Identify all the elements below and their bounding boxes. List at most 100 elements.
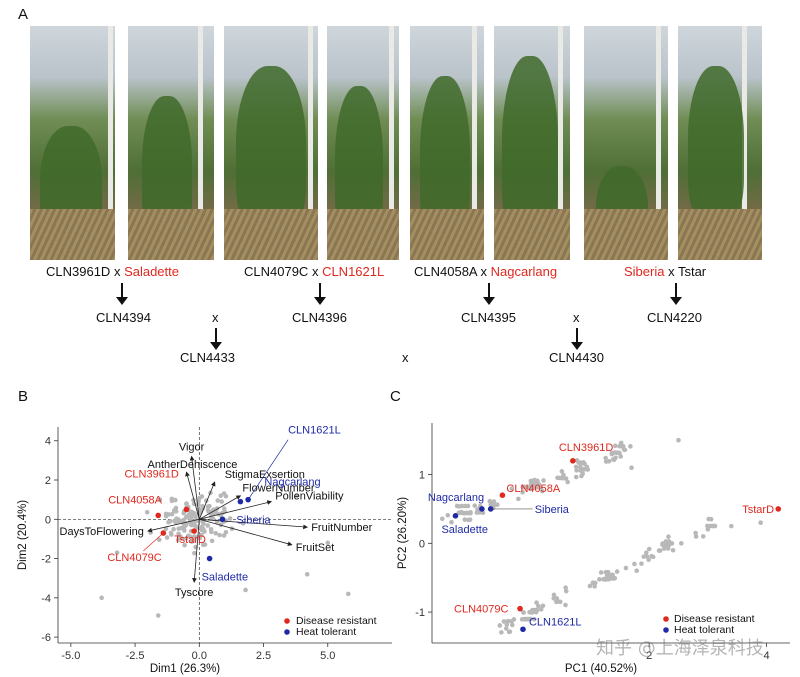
data-point (574, 468, 579, 473)
data-point (650, 554, 656, 560)
data-point (530, 609, 536, 615)
genotype-label: Siberia (236, 514, 271, 526)
data-point (664, 542, 669, 548)
data-point (188, 534, 193, 540)
data-point (555, 599, 561, 604)
data-point (243, 587, 248, 593)
data-point (466, 517, 471, 523)
data-point (468, 510, 473, 516)
data-point (597, 577, 602, 582)
x-tick-label: 5.0 (320, 650, 335, 662)
loading-vector (199, 495, 242, 520)
data-point (182, 542, 187, 548)
data-point (208, 527, 214, 532)
label-leader (143, 532, 164, 552)
data-point (507, 629, 513, 634)
data-point (163, 513, 169, 519)
parent-1: CLN4058A (414, 264, 477, 279)
loading-vector (185, 471, 200, 520)
parent-2: Tstar (677, 264, 707, 279)
data-point (491, 499, 497, 504)
panel-b-letter: B (18, 388, 29, 405)
data-point (472, 503, 478, 508)
data-point (604, 569, 609, 575)
data-point (632, 561, 637, 567)
genotype-label: Saladette (202, 572, 248, 584)
cross-label: CLN4079C x CLN1621L (244, 264, 385, 279)
data-point (181, 517, 186, 523)
data-point (156, 537, 162, 543)
data-point (578, 468, 584, 473)
data-point (522, 616, 528, 622)
f2-label: CLN4433 (180, 350, 235, 365)
data-point (497, 623, 503, 628)
data-point (706, 516, 712, 522)
data-point (622, 447, 628, 453)
data-point (202, 542, 208, 547)
data-point (531, 485, 537, 490)
genotype-label: CLN4079C (454, 604, 508, 616)
genotype-point (219, 516, 226, 523)
data-point (462, 510, 468, 516)
data-point (213, 530, 219, 536)
data-point (536, 603, 541, 609)
data-point (693, 530, 698, 536)
data-point (662, 546, 667, 551)
genotype-point (237, 498, 244, 505)
data-point (610, 572, 615, 578)
data-point (619, 443, 624, 449)
data-point (666, 534, 671, 540)
data-point (565, 479, 570, 485)
data-point (587, 583, 593, 589)
data-point (705, 523, 710, 529)
y-tick-label: 0 (419, 538, 425, 550)
x-tick-label: 2.5 (256, 650, 271, 662)
data-point (603, 455, 608, 461)
genotype-label: Siberia (535, 504, 570, 516)
data-point (520, 489, 525, 495)
data-point (492, 502, 497, 508)
data-point (646, 546, 652, 552)
pca-scatter: 2 4 1 0 -1 PC1 (40.52%) PC2 (26.20%) CLN3961D CL… (397, 423, 790, 675)
watermark: 知乎 @上海泽泉科技 (596, 638, 764, 659)
genotype-label: TstarD (742, 504, 774, 516)
genotype-label: CLN3961D (124, 468, 178, 480)
data-point (705, 527, 711, 532)
down-arrow (671, 283, 681, 305)
data-point (474, 510, 480, 515)
data-point (614, 569, 620, 574)
data-point (217, 532, 222, 538)
data-point (551, 592, 557, 598)
data-point (506, 618, 511, 624)
data-point (488, 502, 494, 508)
data-point (176, 531, 181, 537)
cross-mark: x (573, 310, 580, 325)
genotype-point (517, 605, 523, 612)
genotype-label: CLN1621L (288, 425, 341, 437)
data-point (199, 532, 204, 538)
cross-mark: x (212, 310, 219, 325)
data-point (634, 568, 640, 574)
data-point (114, 550, 120, 555)
data-point (304, 571, 310, 577)
vector-label: Tyscore (175, 587, 214, 599)
data-point (215, 498, 221, 503)
data-point (188, 522, 194, 527)
y-axis-label: PC2 (26.20%) (397, 497, 409, 569)
y-tick-label: -4 (41, 593, 51, 605)
legend-marker (663, 616, 669, 622)
data-point (758, 520, 763, 525)
data-point (465, 503, 471, 509)
data-point (578, 464, 583, 470)
data-point (218, 493, 224, 499)
data-point (660, 542, 665, 548)
genotype-point (183, 506, 190, 513)
data-point (540, 488, 545, 494)
data-point (144, 509, 150, 515)
data-point (487, 499, 493, 504)
data-point (528, 616, 533, 622)
vector-label: Vigor (179, 441, 205, 453)
data-point (643, 550, 649, 555)
data-point (516, 496, 521, 502)
data-point (221, 491, 227, 496)
